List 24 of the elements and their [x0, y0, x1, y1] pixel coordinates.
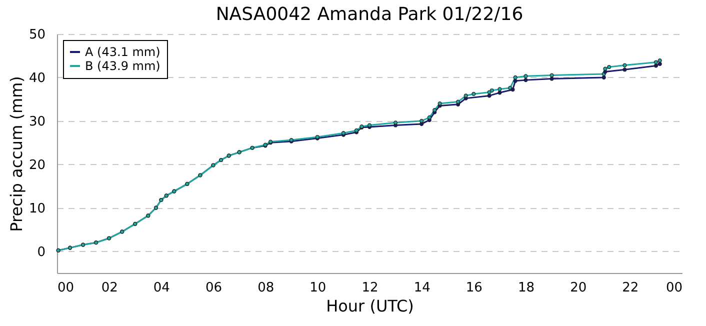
y-tick-label: 10 — [28, 201, 46, 216]
x-tick-label: 12 — [362, 280, 378, 296]
x-tick-label: 00 — [666, 280, 682, 296]
y-tick-label: 30 — [28, 114, 46, 130]
y-axis-title: Precip accum (mm) — [6, 76, 26, 232]
x-tick-label: 06 — [205, 280, 222, 296]
x-tick-label: 08 — [258, 280, 274, 296]
legend-label: A (43.1 mm) — [85, 45, 160, 59]
chart-title: NASA0042 Amanda Park 01/22/16 — [216, 4, 524, 25]
y-tick-label: 0 — [37, 244, 46, 260]
x-axis-title: Hour (UTC) — [326, 296, 414, 316]
x-tick-label: 22 — [622, 280, 639, 296]
y-tick-label: 40 — [28, 70, 46, 86]
x-tick-label: 18 — [518, 280, 535, 296]
x-tick-label: 02 — [101, 280, 118, 296]
x-tick-label: 16 — [466, 280, 482, 296]
y-tick-label: 50 — [28, 28, 46, 42]
legend-label: B (43.9 mm) — [85, 59, 160, 73]
y-tick-label: 20 — [28, 158, 46, 173]
x-tick-label: 20 — [570, 280, 587, 296]
x-tick-label: 10 — [310, 280, 326, 296]
x-tick-label: 04 — [153, 280, 170, 296]
x-tick-label: 00 — [58, 280, 74, 296]
x-tick-label: 14 — [414, 280, 430, 296]
